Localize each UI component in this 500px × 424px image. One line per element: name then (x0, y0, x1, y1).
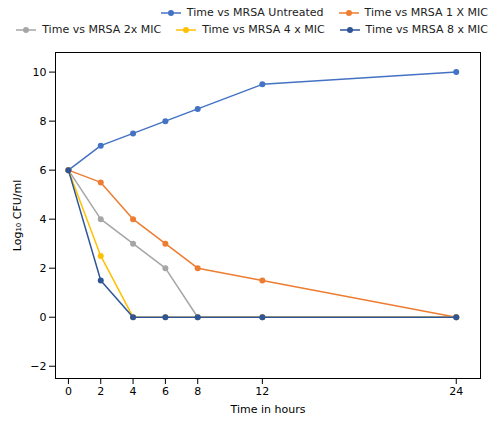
svg-text:Time in hours: Time in hours (230, 403, 306, 416)
svg-text:0: 0 (65, 385, 72, 398)
svg-text:24: 24 (449, 385, 463, 398)
svg-text:−2: −2 (30, 360, 46, 373)
svg-text:6: 6 (40, 164, 47, 177)
svg-text:8: 8 (194, 385, 201, 398)
svg-text:6: 6 (162, 385, 169, 398)
svg-text:12: 12 (255, 385, 269, 398)
svg-text:4: 4 (130, 385, 137, 398)
svg-text:2: 2 (40, 262, 47, 275)
svg-text:4: 4 (40, 213, 47, 226)
svg-text:Log₁₀ CFU/ml: Log₁₀ CFU/ml (11, 180, 24, 252)
svg-text:2: 2 (97, 385, 104, 398)
html-text:Time vs MRSA 4 x MIC: Time vs MRSA 4 x MIC (202, 23, 325, 36)
svg-text:8: 8 (40, 115, 47, 128)
html-text:Time vs MRSA 2x MIC: Time vs MRSA 2x MIC (42, 23, 162, 36)
svg-text:10: 10 (33, 66, 47, 79)
html-text:Time vs MRSA 1 X MIC: Time vs MRSA 1 X MIC (364, 6, 488, 19)
svg-text:0: 0 (40, 311, 47, 324)
html-text:Time vs MRSA Untreated: Time vs MRSA Untreated (186, 6, 324, 19)
html-text:Time vs MRSA 8 x MIC: Time vs MRSA 8 x MIC (365, 23, 488, 36)
